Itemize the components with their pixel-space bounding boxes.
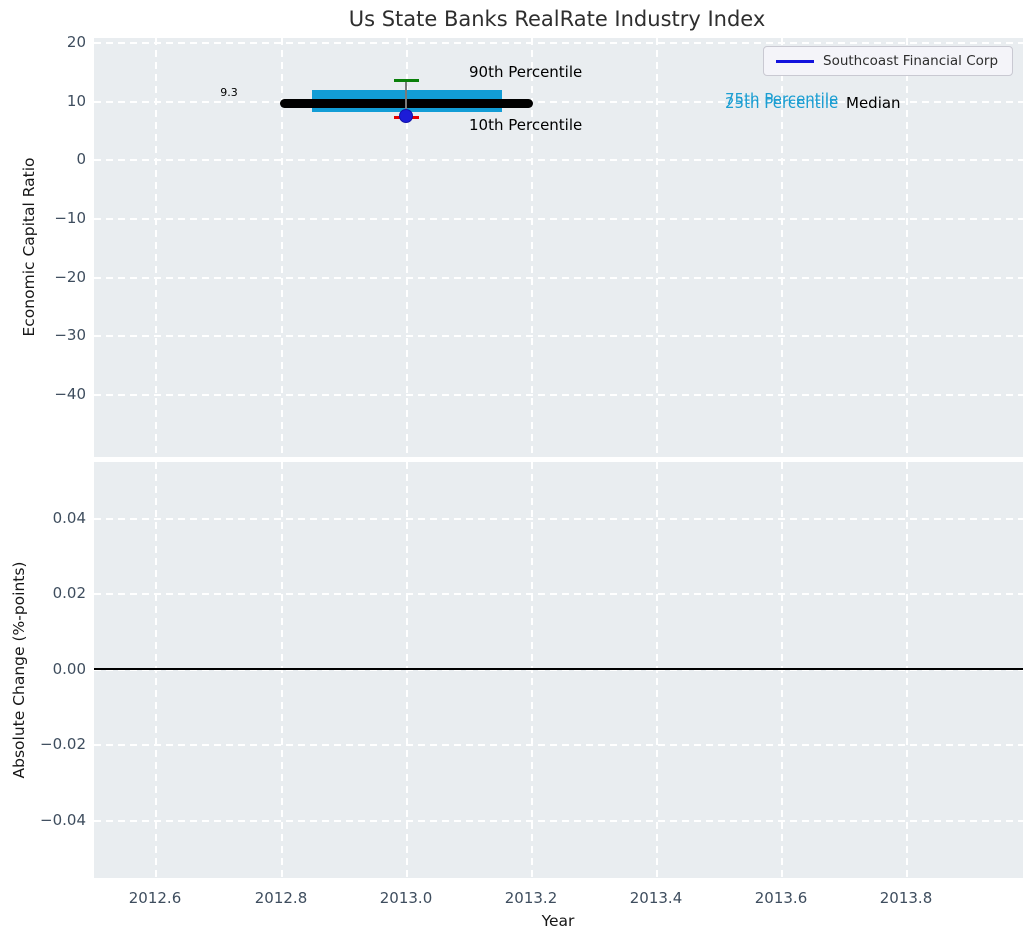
p25-label: 25th Percentile: [725, 94, 839, 112]
gridline-vertical: [781, 38, 783, 457]
company-data-point: [399, 109, 413, 123]
y-tick-label: 0.02: [52, 584, 86, 602]
y-tick-label: 0.04: [52, 509, 86, 527]
p90-label: 90th Percentile: [469, 63, 583, 81]
top-subplot: 9.3 90th Percentile 10th Percentile 75th…: [94, 38, 1023, 457]
gridline-horizontal: [94, 669, 1023, 671]
x-tick-label: 2012.8: [254, 889, 308, 907]
y-tick-label: 0.00: [52, 660, 86, 678]
gridline-horizontal: [94, 42, 1023, 44]
x-tick-label: 2013.8: [879, 889, 933, 907]
gridline-vertical: [906, 38, 908, 457]
gridline-horizontal: [94, 335, 1023, 337]
gridline-horizontal: [94, 744, 1023, 746]
x-tick-label: 2013.2: [504, 889, 558, 907]
legend-line-sample: [776, 59, 814, 63]
median-value-annotation: 9.3: [220, 86, 238, 99]
chart-title: Us State Banks RealRate Industry Index: [348, 7, 766, 31]
gridline-horizontal: [94, 277, 1023, 279]
gridline-horizontal: [94, 159, 1023, 161]
gridline-horizontal: [94, 394, 1023, 396]
median-label: Median: [846, 94, 901, 112]
gridline-vertical: [155, 38, 157, 457]
y-tick-label: −10: [54, 209, 86, 227]
x-axis-label: Year: [541, 912, 575, 930]
gridline-vertical: [281, 38, 283, 457]
y-tick-label: −0.02: [40, 735, 86, 753]
x-tick-label: 2013.6: [754, 889, 808, 907]
gridline-horizontal: [94, 218, 1023, 220]
p10-label: 10th Percentile: [469, 116, 583, 134]
gridline-vertical: [656, 38, 658, 457]
y-tick-label: −20: [54, 268, 86, 286]
y-tick-label: −40: [54, 385, 86, 403]
gridline-vertical: [406, 38, 408, 457]
legend-entry-label: Southcoast Financial Corp: [823, 53, 999, 69]
p75-label: 75th Percentile: [725, 90, 839, 108]
bottom-y-axis-label: Absolute Change (%-points): [10, 561, 28, 779]
legend: Southcoast Financial Corp: [763, 46, 1013, 76]
gridline-horizontal: [94, 101, 1023, 103]
y-tick-label: 10: [66, 92, 86, 110]
whisker-stem: [405, 80, 407, 117]
x-tick-label: 2013.0: [379, 889, 433, 907]
y-tick-label: 0: [76, 150, 86, 168]
gridline-vertical: [531, 38, 533, 457]
y-tick-label: 20: [66, 33, 86, 51]
x-tick-label: 2012.6: [128, 889, 182, 907]
x-tick-label: 2013.4: [629, 889, 683, 907]
y-tick-label: −30: [54, 326, 86, 344]
gridline-horizontal: [94, 820, 1023, 822]
y-tick-label: −0.04: [40, 811, 86, 829]
bottom-subplot: [94, 462, 1023, 878]
p90-whisker-cap: [394, 79, 419, 82]
zero-reference-line: [94, 668, 1023, 670]
gridline-horizontal: [94, 593, 1023, 595]
top-y-axis-label: Economic Capital Ratio: [20, 157, 38, 337]
gridline-horizontal: [94, 518, 1023, 520]
